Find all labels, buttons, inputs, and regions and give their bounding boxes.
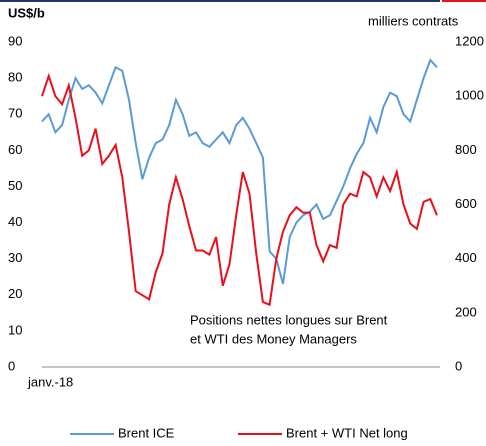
annotation: Positions nettes longues sur Brent bbox=[190, 312, 388, 327]
annotation: et WTI des Money Managers bbox=[190, 331, 357, 346]
legend-label: Brent ICE bbox=[118, 425, 175, 440]
series-line bbox=[41, 58, 438, 285]
y2-tick-label: 400 bbox=[455, 250, 477, 265]
y-tick-label: 60 bbox=[8, 142, 22, 157]
y-tick-label: 80 bbox=[8, 70, 22, 85]
y-tick-label: 0 bbox=[8, 358, 15, 373]
series-line bbox=[41, 72, 438, 307]
y-axis-title: US$/b bbox=[8, 5, 45, 20]
y-tick-label: 70 bbox=[8, 106, 22, 121]
y-tick-label: 20 bbox=[8, 286, 22, 301]
y-tick-label: 90 bbox=[8, 33, 22, 48]
legend-label: Brent + WTI Net long bbox=[286, 425, 408, 440]
y-tick-label: 10 bbox=[8, 322, 22, 337]
y2-tick-label: 600 bbox=[455, 196, 477, 211]
x-tick-label: janv.-18 bbox=[27, 374, 73, 389]
y2-tick-label: 200 bbox=[455, 304, 477, 319]
y-tick-label: 50 bbox=[8, 178, 22, 193]
y-tick-label: 40 bbox=[8, 214, 22, 229]
y2-tick-label: 1000 bbox=[455, 88, 484, 103]
y-tick-label: 30 bbox=[8, 250, 22, 265]
y2-axis-title: milliers contrats bbox=[368, 13, 459, 28]
y2-tick-label: 1200 bbox=[455, 33, 484, 48]
y2-tick-label: 800 bbox=[455, 142, 477, 157]
y2-tick-label: 0 bbox=[455, 358, 462, 373]
